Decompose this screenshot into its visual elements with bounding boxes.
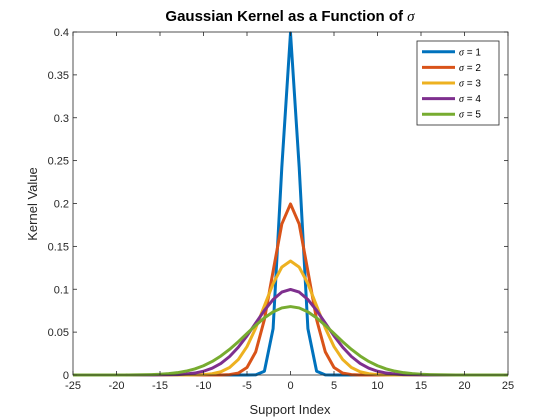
y-tick-label: 0.3 (54, 113, 69, 125)
x-tick-label: 20 (458, 380, 470, 392)
x-tick-label: -5 (242, 380, 252, 392)
legend-label-sigma-5: σ = 5 (459, 110, 481, 121)
x-tick-label: -10 (196, 380, 212, 392)
y-tick-label: 0 (63, 370, 69, 382)
x-tick-label: -20 (109, 380, 125, 392)
x-tick-label: 5 (331, 380, 337, 392)
y-tick-label: 0.05 (48, 327, 69, 339)
legend-label-sigma-1: σ = 1 (459, 47, 481, 58)
x-tick-label: 10 (371, 380, 383, 392)
x-tick-label: 0 (287, 380, 293, 392)
y-tick-label: 0.1 (54, 284, 69, 296)
y-tick-label: 0.25 (48, 156, 69, 168)
legend-label-sigma-2: σ = 2 (459, 63, 481, 74)
x-tick-label: 25 (502, 380, 514, 392)
y-tick-label: 0.15 (48, 241, 69, 253)
y-tick-label: 0.35 (48, 70, 69, 82)
legend-label-sigma-4: σ = 4 (459, 94, 481, 105)
y-tick-label: 0.2 (54, 199, 69, 211)
x-tick-label: -25 (65, 380, 81, 392)
y-axis-label: Kernel Value (25, 167, 40, 240)
ticks-layer: -25 -20 -15 -10 -5 0 5 10 15 20 25 0 0.05 0.1 0.15 0.2 0… (48, 27, 515, 392)
chart-title: Gaussian Kernel as a Function of σ (165, 8, 415, 25)
x-tick-label: -15 (152, 380, 168, 392)
legend-label-sigma-3: σ = 3 (459, 79, 481, 90)
y-tick-label: 0.4 (54, 27, 69, 39)
legend: σ = 1 σ = 2 σ = 3 σ = 4 σ = 5 (416, 40, 500, 126)
x-tick-label: 15 (415, 380, 427, 392)
x-axis-label: Support Index (250, 402, 331, 417)
